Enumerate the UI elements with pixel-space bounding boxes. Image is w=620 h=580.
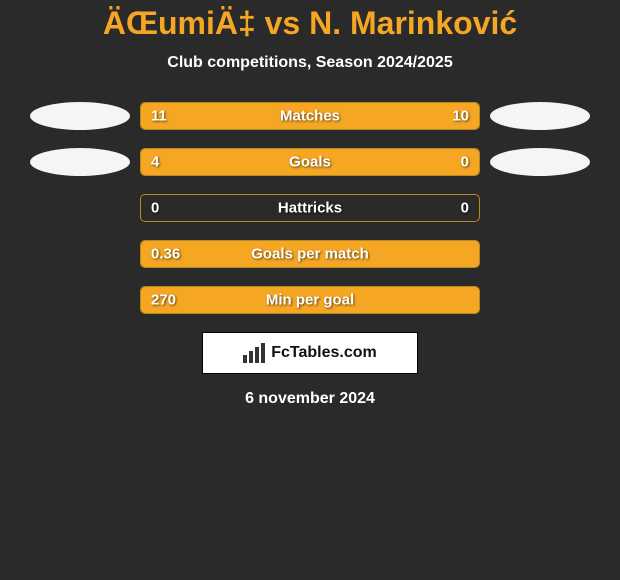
comparison-row: 4 Goals 0: [0, 148, 620, 176]
comparison-row: 270 Min per goal: [0, 286, 620, 314]
stat-label: Goals per match: [251, 246, 369, 263]
stat-value-left: 0.36: [151, 246, 180, 263]
comparison-row: 0.36 Goals per match: [0, 240, 620, 268]
stat-label: Hattricks: [278, 200, 342, 217]
stat-label: Min per goal: [266, 292, 354, 309]
player-left-ellipse: [30, 148, 130, 176]
logo-text: FcTables.com: [271, 344, 377, 362]
stat-value-right: 0: [461, 154, 469, 171]
stat-value-left: 4: [151, 154, 159, 171]
player-right-ellipse: [490, 102, 590, 130]
stat-bar: 0.36 Goals per match: [140, 240, 480, 268]
comparison-row: 0 Hattricks 0: [0, 194, 620, 222]
page-title: ÄŒumiÄ‡ vs N. Marinković: [0, 5, 620, 42]
bars-icon: [243, 343, 265, 363]
subtitle: Club competitions, Season 2024/2025: [0, 54, 620, 72]
stat-value-left: 270: [151, 292, 176, 309]
stat-bar: 4 Goals 0: [140, 148, 480, 176]
stat-value-right: 0: [461, 200, 469, 217]
stat-value-left: 11: [151, 108, 167, 125]
stat-bar: 11 Matches 10: [140, 102, 480, 130]
stat-bar: 0 Hattricks 0: [140, 194, 480, 222]
comparison-bars: 11 Matches 10 4 Goals 0 0 Hattricks 0 0.36 Goals p…: [0, 102, 620, 314]
bar-fill-left: [141, 149, 405, 175]
stat-label: Goals: [289, 154, 331, 171]
stat-value-right: 10: [452, 108, 469, 125]
comparison-row: 11 Matches 10: [0, 102, 620, 130]
stat-bar: 270 Min per goal: [140, 286, 480, 314]
date-text: 6 november 2024: [0, 390, 620, 408]
player-left-ellipse: [30, 102, 130, 130]
player-right-ellipse: [490, 148, 590, 176]
stat-value-left: 0: [151, 200, 159, 217]
stat-label: Matches: [280, 108, 340, 125]
infographic-container: ÄŒumiÄ‡ vs N. Marinković Club competitio…: [0, 0, 620, 408]
source-logo: FcTables.com: [202, 332, 418, 374]
